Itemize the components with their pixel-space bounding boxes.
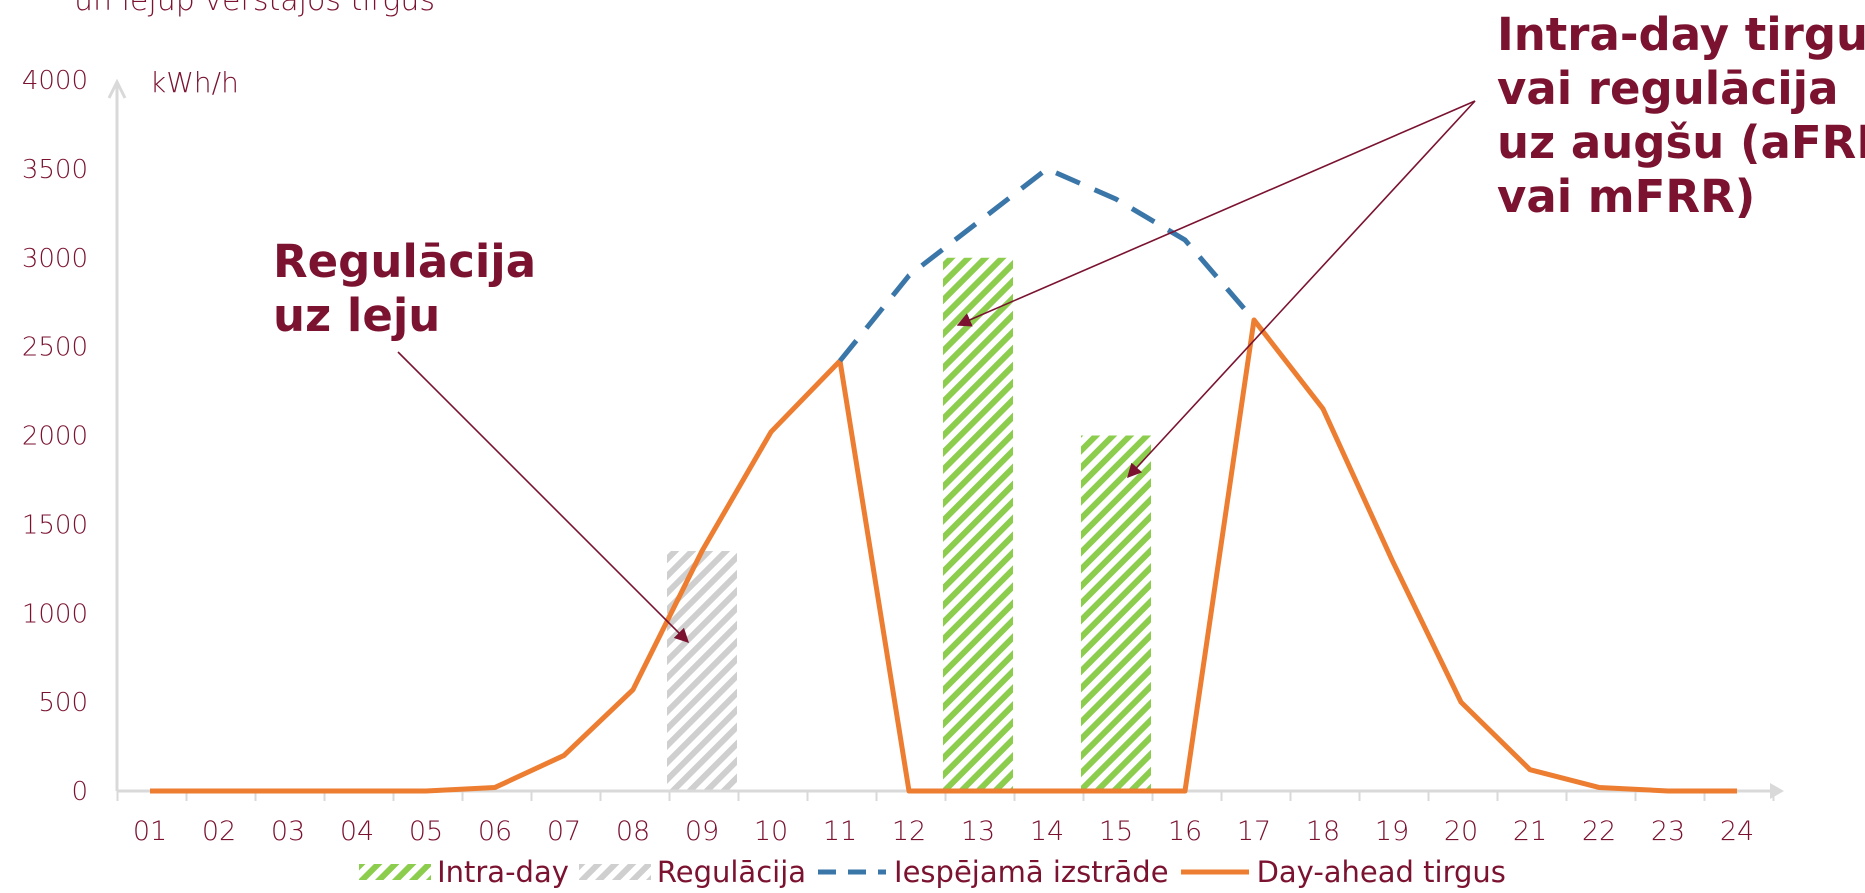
series-line-day-ahead (150, 317, 1737, 794)
y-tick-label: 4000 (22, 66, 88, 96)
y-tick-label: 1000 (22, 599, 88, 629)
arrow-regulation-down (397, 351, 690, 644)
legend-label-regulation: Regulācija (656, 855, 807, 889)
y-tick-label: 2000 (22, 422, 88, 452)
x-tick-label: 12 (892, 816, 926, 847)
x-tick-label: 23 (1651, 816, 1685, 847)
legend-item-intraday: Intra-day (359, 855, 569, 889)
x-tick-label: 10 (754, 816, 788, 847)
x-tick-label: 16 (1168, 816, 1202, 847)
arrow-intraday-15 (1127, 100, 1476, 479)
dashed-line-icon (818, 869, 887, 875)
y-axis-arrow-icon (107, 78, 127, 99)
y-tick-label: 2500 (22, 333, 88, 363)
x-tick-label: 15 (1099, 816, 1133, 847)
legend-item-regulation: Regulācija (578, 855, 807, 889)
x-tick-label: 06 (478, 816, 512, 847)
hatch-gray-icon (578, 864, 651, 880)
x-tick-label: 22 (1582, 816, 1616, 847)
legend-item-day-ahead: Day-ahead tirgus (1179, 855, 1506, 889)
x-tick-label: 04 (340, 816, 374, 847)
y-tick-label: 3000 (22, 244, 88, 274)
legend-label-intraday: Intra-day (437, 855, 569, 889)
x-tick-label: 09 (685, 816, 719, 847)
callout-right-line-2: vai regulācija (1497, 62, 1839, 115)
x-tick-label: 20 (1444, 816, 1478, 847)
x-tick-label: 18 (1306, 816, 1340, 847)
y-tick-label: 1500 (22, 510, 88, 540)
y-tick-label: 3500 (22, 155, 88, 185)
x-tick-label: 24 (1720, 816, 1754, 847)
x-tick-label: 08 (616, 816, 650, 847)
x-tick-label: 13 (961, 816, 995, 847)
arrow-intraday-13 (956, 100, 1476, 327)
callout-intraday-up: Intra-day tirgus vai regulācija uz augšu… (1497, 8, 1865, 224)
x-tick-label: 02 (202, 816, 236, 847)
callout-left-line-1: Regulācija (273, 235, 537, 288)
x-tick-label: 19 (1375, 816, 1409, 847)
hatch-green-icon (359, 864, 432, 880)
x-tick-label: 21 (1513, 816, 1547, 847)
legend-item-potential: Iespējamā izstrāde (816, 855, 1169, 889)
bar-regul-cija-09 (667, 551, 737, 791)
x-tick-label: 14 (1030, 816, 1064, 847)
bar-intra-day-13 (943, 257, 1013, 791)
callout-right-line-4: vai mFRR) (1497, 170, 1756, 223)
legend-label-potential: Iespējamā izstrāde (894, 855, 1169, 889)
x-tick-label: 05 (409, 816, 443, 847)
x-axis-arrow-icon (1770, 783, 1784, 799)
y-axis-title: kWh/h (150, 66, 239, 99)
callout-regulation-down: Regulācija uz leju (273, 235, 536, 343)
y-tick-label: 0 (71, 777, 88, 807)
legend-label-day-ahead: Day-ahead tirgus (1256, 855, 1506, 889)
chart-legend: Intra-day Regulācija Iespējamā izstrāde … (0, 852, 1865, 892)
y-tick-label: 500 (38, 688, 88, 718)
solid-line-icon (1180, 869, 1249, 875)
series-line-potential (838, 165, 1256, 363)
x-tick-label: 17 (1237, 816, 1271, 847)
partial-title: un lejup vērstajos tirgus (74, 0, 436, 18)
callout-right-line-1: Intra-day tirgus (1497, 8, 1865, 61)
x-tick-label: 07 (547, 816, 581, 847)
bar-intra-day-15 (1081, 435, 1151, 791)
x-tick-label: 01 (133, 816, 167, 847)
x-tick-label: 11 (823, 816, 857, 847)
callout-right-line-3: uz augšu (aFRR (1497, 116, 1865, 169)
x-tick-label: 03 (271, 816, 305, 847)
callout-left-line-2: uz leju (273, 289, 441, 342)
